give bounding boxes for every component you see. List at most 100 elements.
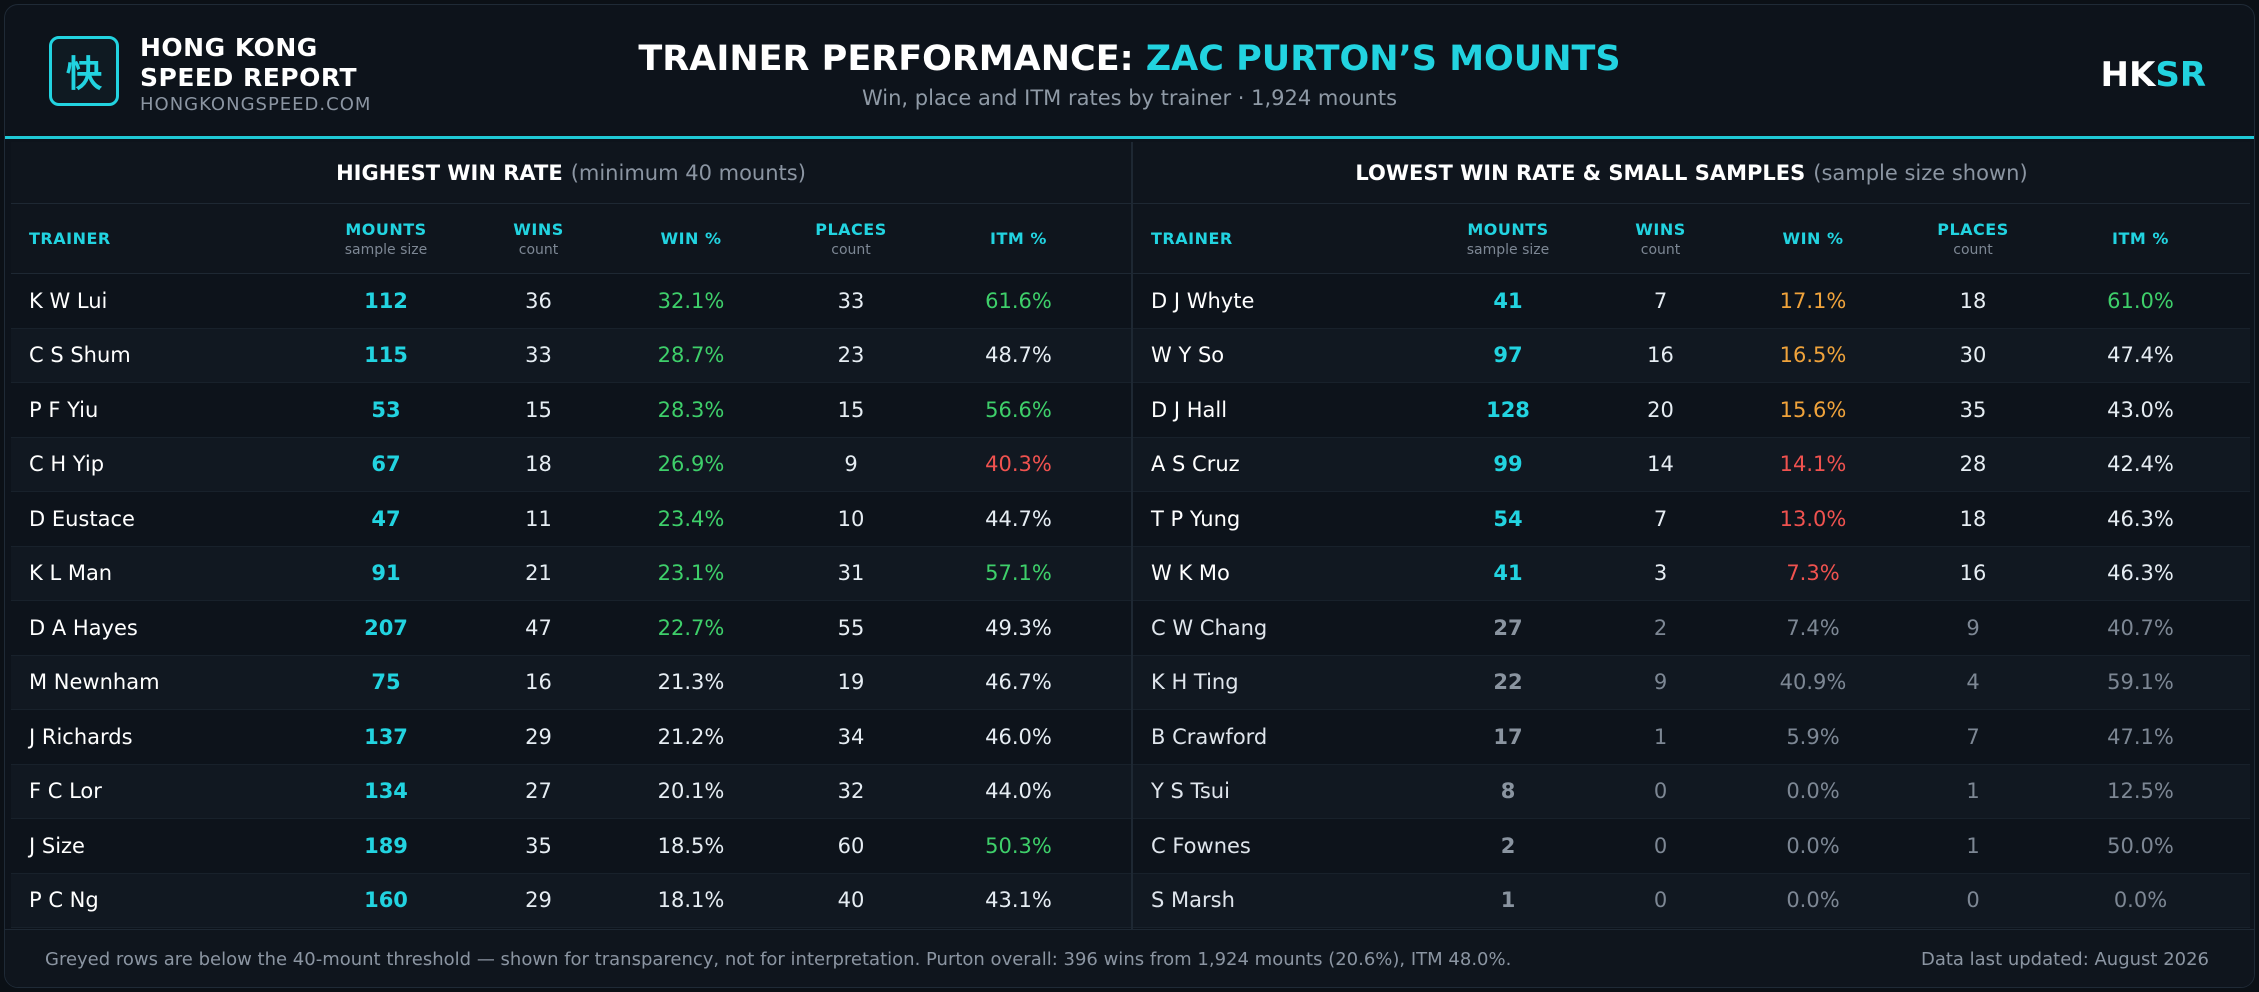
table-row[interactable]: K W Lui 112 36 32.1% 33 61.6% [11, 274, 1131, 329]
col-places-label: PLACES [815, 219, 887, 239]
table-row[interactable]: F C Lor 134 27 20.1% 32 44.0% [11, 764, 1131, 819]
wins-value: 7 [1653, 288, 1668, 313]
table-row[interactable]: D Eustace 47 11 23.4% 10 44.7% [11, 492, 1131, 547]
mounts-value: 115 [364, 343, 408, 368]
trainer-name: K H Ting [1151, 670, 1239, 695]
trainer-name: C W Chang [1151, 615, 1268, 640]
places-value: 40 [837, 888, 865, 913]
win-pct-value: 13.0% [1779, 506, 1847, 531]
trainer-name: A S Cruz [1151, 452, 1240, 477]
mounts-value: 1 [1500, 888, 1516, 913]
col-mounts-sub: sample size [1466, 241, 1550, 258]
wins-value: 33 [525, 343, 552, 368]
win-pct-value: 5.9% [1786, 724, 1840, 749]
table-row[interactable]: K L Man 91 21 23.1% 31 57.1% [11, 546, 1131, 601]
table-row[interactable]: J Richards 137 29 21.2% 34 46.0% [11, 710, 1131, 765]
col-trainer[interactable]: TRAINER [11, 229, 311, 248]
trainer-name: P C Ng [29, 888, 99, 913]
brand-logo-icon: 快 [49, 36, 119, 106]
col-trainer[interactable]: TRAINER [1133, 229, 1433, 248]
win-pct-value: 22.7% [657, 615, 725, 640]
itm-pct-value: 40.3% [985, 452, 1052, 477]
mounts-value: 128 [1486, 397, 1530, 422]
table-row[interactable]: C Fownes 2 0 0.0% 1 50.0% [1133, 819, 2250, 874]
col-wins[interactable]: WINS count [461, 220, 616, 258]
col-win-pct[interactable]: WIN % [616, 229, 766, 248]
table-row[interactable]: W K Mo 41 3 7.3% 16 46.3% [1133, 546, 2250, 601]
itm-pct-value: 61.0% [2107, 288, 2174, 313]
itm-pct-value: 44.0% [985, 779, 1052, 804]
col-wins-sub: count [1640, 241, 1681, 258]
trainer-name: W K Mo [1151, 561, 1230, 586]
mounts-value: 97 [1493, 343, 1523, 368]
trainer-name: C S Shum [29, 343, 131, 368]
col-mounts[interactable]: MOUNTS sample size [311, 220, 461, 258]
table-row[interactable]: J Size 189 35 18.5% 60 50.3% [11, 819, 1131, 874]
table-row[interactable]: D J Whyte 41 7 17.1% 18 61.0% [1133, 274, 2250, 329]
wins-value: 47 [525, 615, 552, 640]
table-row[interactable]: M Newnham 75 16 21.3% 19 46.7% [11, 655, 1131, 710]
table-row[interactable]: K H Ting 22 9 40.9% 4 59.1% [1133, 655, 2250, 710]
mounts-value: 2 [1500, 833, 1516, 858]
win-pct-value: 15.6% [1779, 397, 1847, 422]
col-places[interactable]: PLACES count [1888, 220, 2058, 258]
table-row[interactable]: D A Hayes 207 47 22.7% 55 49.3% [11, 601, 1131, 656]
col-mounts[interactable]: MOUNTS sample size [1433, 220, 1583, 258]
col-places[interactable]: PLACES count [766, 220, 936, 258]
itm-pct-value: 59.1% [2107, 670, 2174, 695]
win-pct-value: 26.9% [657, 452, 725, 477]
wins-value: 15 [525, 397, 552, 422]
table-row[interactable]: A S Cruz 99 14 14.1% 28 42.4% [1133, 437, 2250, 492]
win-pct-value: 7.4% [1786, 615, 1840, 640]
wins-value: 36 [525, 288, 552, 313]
highest-win-rate-panel: HIGHEST WIN RATE (minimum 40 mounts) TRAI… [11, 142, 1131, 929]
table-row[interactable]: C S Shum 115 33 28.7% 23 48.7% [11, 328, 1131, 383]
table-row[interactable]: C H Yip 67 18 26.9% 9 40.3% [11, 437, 1131, 492]
trainer-name: M Newnham [29, 670, 160, 695]
wins-value: 7 [1653, 506, 1668, 531]
mounts-value: 160 [364, 888, 408, 913]
itm-pct-value: 12.5% [2107, 779, 2174, 804]
win-pct-value: 18.5% [657, 833, 725, 858]
wins-value: 29 [525, 888, 552, 913]
places-value: 18 [1959, 506, 1987, 531]
trainer-name: J Size [29, 833, 85, 858]
itm-pct-value: 43.1% [985, 888, 1052, 913]
wins-value: 20 [1647, 397, 1674, 422]
table-row[interactable]: W Y So 97 16 16.5% 30 47.4% [1133, 328, 2250, 383]
brand-mark: HKSR [2101, 55, 2206, 95]
col-trainer-label: TRAINER [29, 229, 111, 248]
places-value: 23 [837, 343, 865, 368]
table-row[interactable]: C W Chang 27 2 7.4% 9 40.7% [1133, 601, 2250, 656]
places-value: 16 [1959, 561, 1987, 586]
itm-pct-value: 46.7% [985, 670, 1052, 695]
table-row[interactable]: P F Yiu 53 15 28.3% 15 56.6% [11, 383, 1131, 438]
table-row[interactable]: D J Hall 128 20 15.6% 35 43.0% [1133, 383, 2250, 438]
brand-url[interactable]: HONGKONGSPEED.COM [140, 94, 372, 115]
table-row[interactable]: S Marsh 1 0 0.0% 0 0.0% [1133, 873, 2250, 928]
panel-title: HIGHEST WIN RATE (minimum 40 mounts) [11, 142, 1131, 204]
table-row[interactable]: T P Yung 54 7 13.0% 18 46.3% [1133, 492, 2250, 547]
mounts-value: 67 [371, 452, 401, 477]
table-row[interactable]: P C Ng 160 29 18.1% 40 43.1% [11, 873, 1131, 928]
col-trainer-label: TRAINER [1151, 229, 1233, 248]
win-pct-value: 21.2% [657, 724, 725, 749]
itm-pct-value: 0.0% [2113, 888, 2168, 913]
col-win-pct[interactable]: WIN % [1738, 229, 1888, 248]
wins-value: 0 [1653, 833, 1668, 858]
itm-pct-value: 56.6% [985, 397, 1052, 422]
col-itm-pct[interactable]: ITM % [936, 229, 1101, 248]
places-value: 32 [837, 779, 865, 804]
panel-divider [1131, 142, 1133, 929]
win-pct-value: 21.3% [657, 670, 725, 695]
itm-pct-value: 40.7% [2107, 615, 2174, 640]
places-value: 60 [837, 833, 865, 858]
col-wins[interactable]: WINS count [1583, 220, 1738, 258]
places-value: 19 [837, 670, 865, 695]
col-itm-pct[interactable]: ITM % [2058, 229, 2223, 248]
table-row[interactable]: B Crawford 17 1 5.9% 7 47.1% [1133, 710, 2250, 765]
trainer-name: W Y So [1151, 343, 1225, 368]
mounts-value: 99 [1493, 452, 1523, 477]
table-row[interactable]: Y S Tsui 8 0 0.0% 1 12.5% [1133, 764, 2250, 819]
right-table-body: D J Whyte 41 7 17.1% 18 61.0% W Y So 97 16 16.5% 3… [1133, 274, 2250, 928]
